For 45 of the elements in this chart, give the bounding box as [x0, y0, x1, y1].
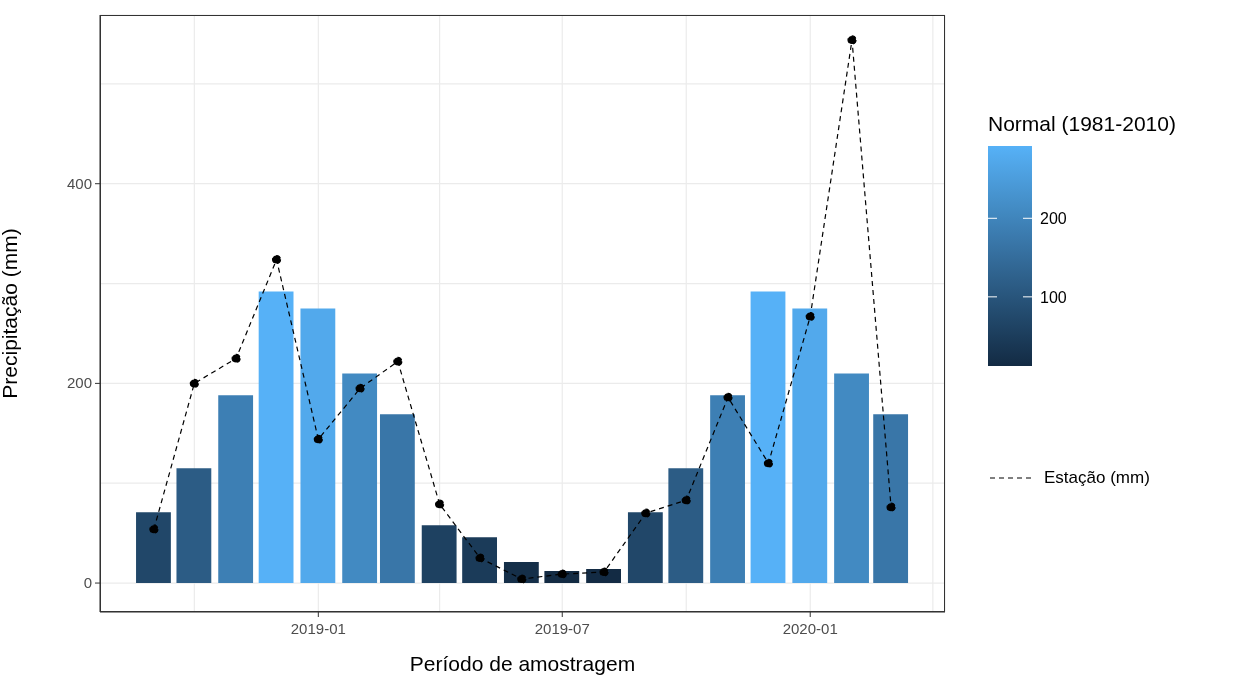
point — [475, 553, 485, 563]
point — [355, 383, 365, 393]
point — [517, 574, 527, 584]
point — [805, 311, 815, 322]
legend-label: Estação (mm) — [1044, 468, 1150, 488]
bar — [421, 525, 457, 584]
y-tick-label: 200 — [66, 374, 92, 392]
y-tick-label: 0 — [83, 574, 92, 592]
bar — [300, 308, 336, 584]
color-bar-title: Normal (1981-2010) — [988, 112, 1177, 136]
point — [231, 353, 241, 364]
x-tick-label: 2019-01 — [290, 620, 346, 637]
bar — [873, 414, 909, 584]
bar — [379, 414, 415, 584]
bar — [627, 512, 663, 584]
x-tick-label: 2020-01 — [782, 620, 838, 637]
color-bar-label: 100 — [1040, 288, 1067, 306]
point — [681, 495, 691, 505]
bar — [258, 291, 294, 584]
bar — [668, 468, 704, 584]
bar — [462, 537, 497, 584]
y-axis-title: Precipitação (mm) — [0, 228, 22, 399]
bar — [750, 291, 786, 584]
x-axis-title: Período de amostragem — [409, 652, 636, 675]
point — [271, 254, 282, 265]
point — [723, 392, 733, 402]
bar — [792, 308, 828, 584]
point — [641, 508, 651, 518]
bar — [834, 373, 869, 584]
point — [886, 502, 896, 512]
bar — [342, 373, 378, 584]
point — [189, 378, 199, 388]
point — [149, 524, 159, 534]
bar — [218, 395, 254, 584]
color-bar-label: 200 — [1040, 210, 1067, 228]
point — [763, 458, 774, 468]
point — [313, 434, 323, 444]
bar — [136, 512, 171, 584]
point — [847, 35, 857, 45]
x-tick-label: 2019-07 — [534, 620, 590, 637]
point — [435, 499, 445, 509]
bar — [176, 468, 212, 584]
point — [393, 356, 403, 367]
y-tick-label: 400 — [66, 174, 92, 192]
bar — [710, 395, 745, 584]
